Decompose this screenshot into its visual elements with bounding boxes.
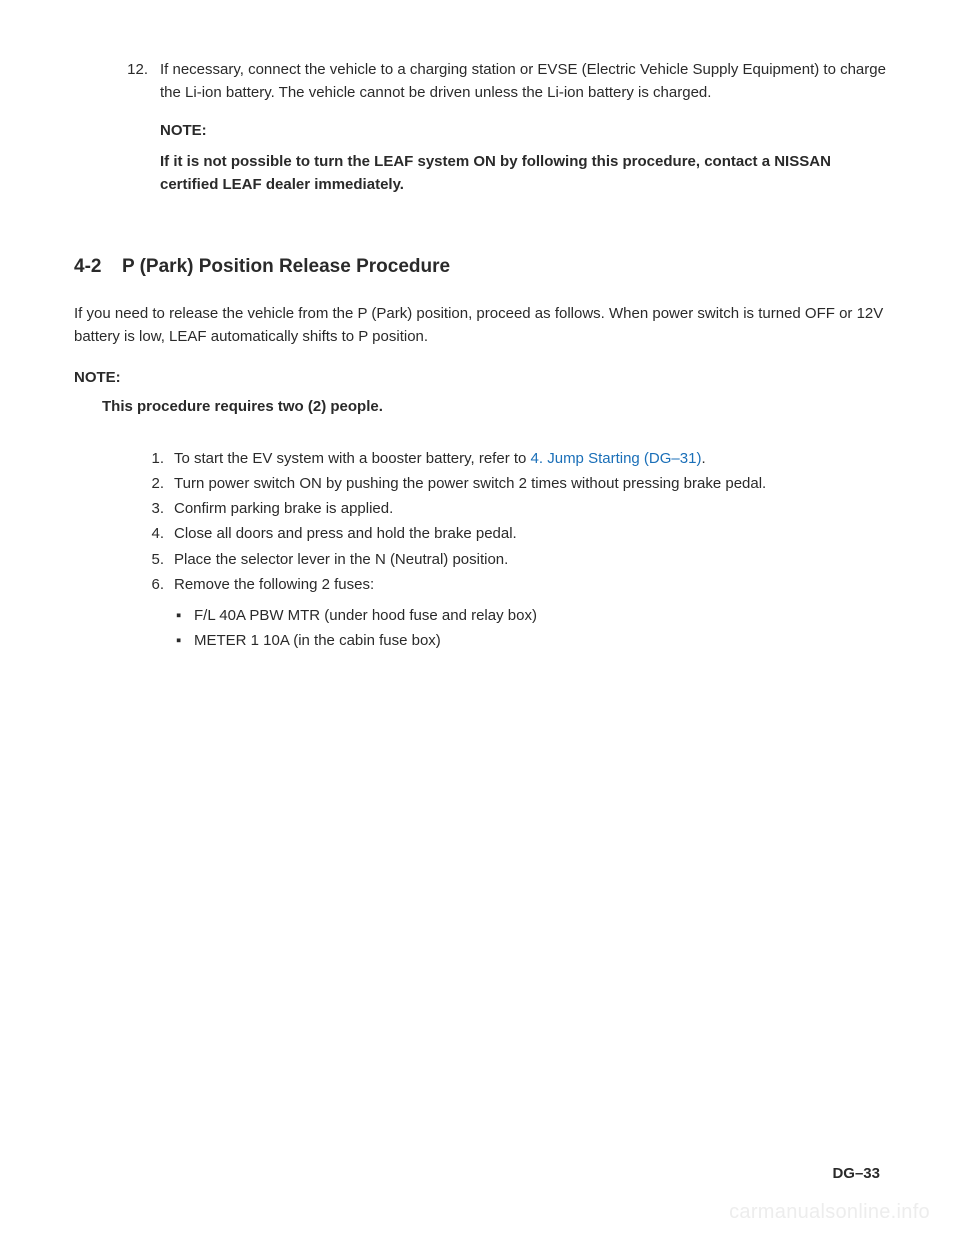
item-number: 5. (146, 548, 174, 571)
item-number: 2. (146, 472, 174, 495)
section-title: P (Park) Position Release Procedure (122, 252, 886, 281)
list-item: 6. Remove the following 2 fuses: (146, 573, 886, 596)
item-number: 6. (146, 573, 174, 596)
cross-reference-link[interactable]: 4. Jump Starting (DG–31) (531, 450, 702, 467)
list-item: 5. Place the selector lever in the N (Ne… (146, 548, 886, 571)
bullet-icon: ▪ (176, 629, 194, 652)
bullet-text: F/L 40A PBW MTR (under hood fuse and rel… (194, 604, 886, 627)
watermark: carmanualsonline.info (729, 1201, 930, 1224)
item-body: Remove the following 2 fuses: (174, 573, 886, 596)
section-number: 4-2 (74, 252, 122, 281)
item-number: 3. (146, 497, 174, 520)
section-header: 4-2 P (Park) Position Release Procedure (74, 252, 886, 281)
step-12: 12. If necessary, connect the vehicle to… (74, 58, 886, 196)
list-item: 2. Turn power switch ON by pushing the p… (146, 472, 886, 495)
item-body: Close all doors and press and hold the b… (174, 522, 886, 545)
bullet-text: METER 1 10A (in the cabin fuse box) (194, 629, 886, 652)
item-number: 1. (146, 447, 174, 470)
step-number: 12. (124, 58, 160, 196)
step-body: If necessary, connect the vehicle to a c… (160, 58, 886, 196)
item-suffix: . (701, 450, 705, 467)
list-item: 3. Confirm parking brake is applied. (146, 497, 886, 520)
section-note-label: NOTE: (74, 366, 886, 389)
item-number: 4. (146, 522, 174, 545)
bullet-icon: ▪ (176, 604, 194, 627)
list-item: 4. Close all doors and press and hold th… (146, 522, 886, 545)
bullet-item: ▪ F/L 40A PBW MTR (under hood fuse and r… (176, 604, 886, 627)
list-item: 1. To start the EV system with a booster… (146, 447, 886, 470)
section-intro: If you need to release the vehicle from … (74, 302, 886, 349)
item-body: To start the EV system with a booster ba… (174, 447, 886, 470)
item-body: Confirm parking brake is applied. (174, 497, 886, 520)
procedure-list: 1. To start the EV system with a booster… (74, 447, 886, 653)
note-text: If it is not possible to turn the LEAF s… (160, 150, 886, 197)
item-body: Turn power switch ON by pushing the powe… (174, 472, 886, 495)
fuse-list: ▪ F/L 40A PBW MTR (under hood fuse and r… (146, 604, 886, 653)
section-note-text: This procedure requires two (2) people. (74, 395, 886, 418)
step-text: If necessary, connect the vehicle to a c… (160, 58, 886, 105)
page-number: DG–33 (832, 1165, 880, 1182)
page-content: 12. If necessary, connect the vehicle to… (74, 58, 886, 653)
item-prefix: To start the EV system with a booster ba… (174, 450, 531, 467)
note-label: NOTE: (160, 119, 886, 142)
bullet-item: ▪ METER 1 10A (in the cabin fuse box) (176, 629, 886, 652)
item-body: Place the selector lever in the N (Neutr… (174, 548, 886, 571)
